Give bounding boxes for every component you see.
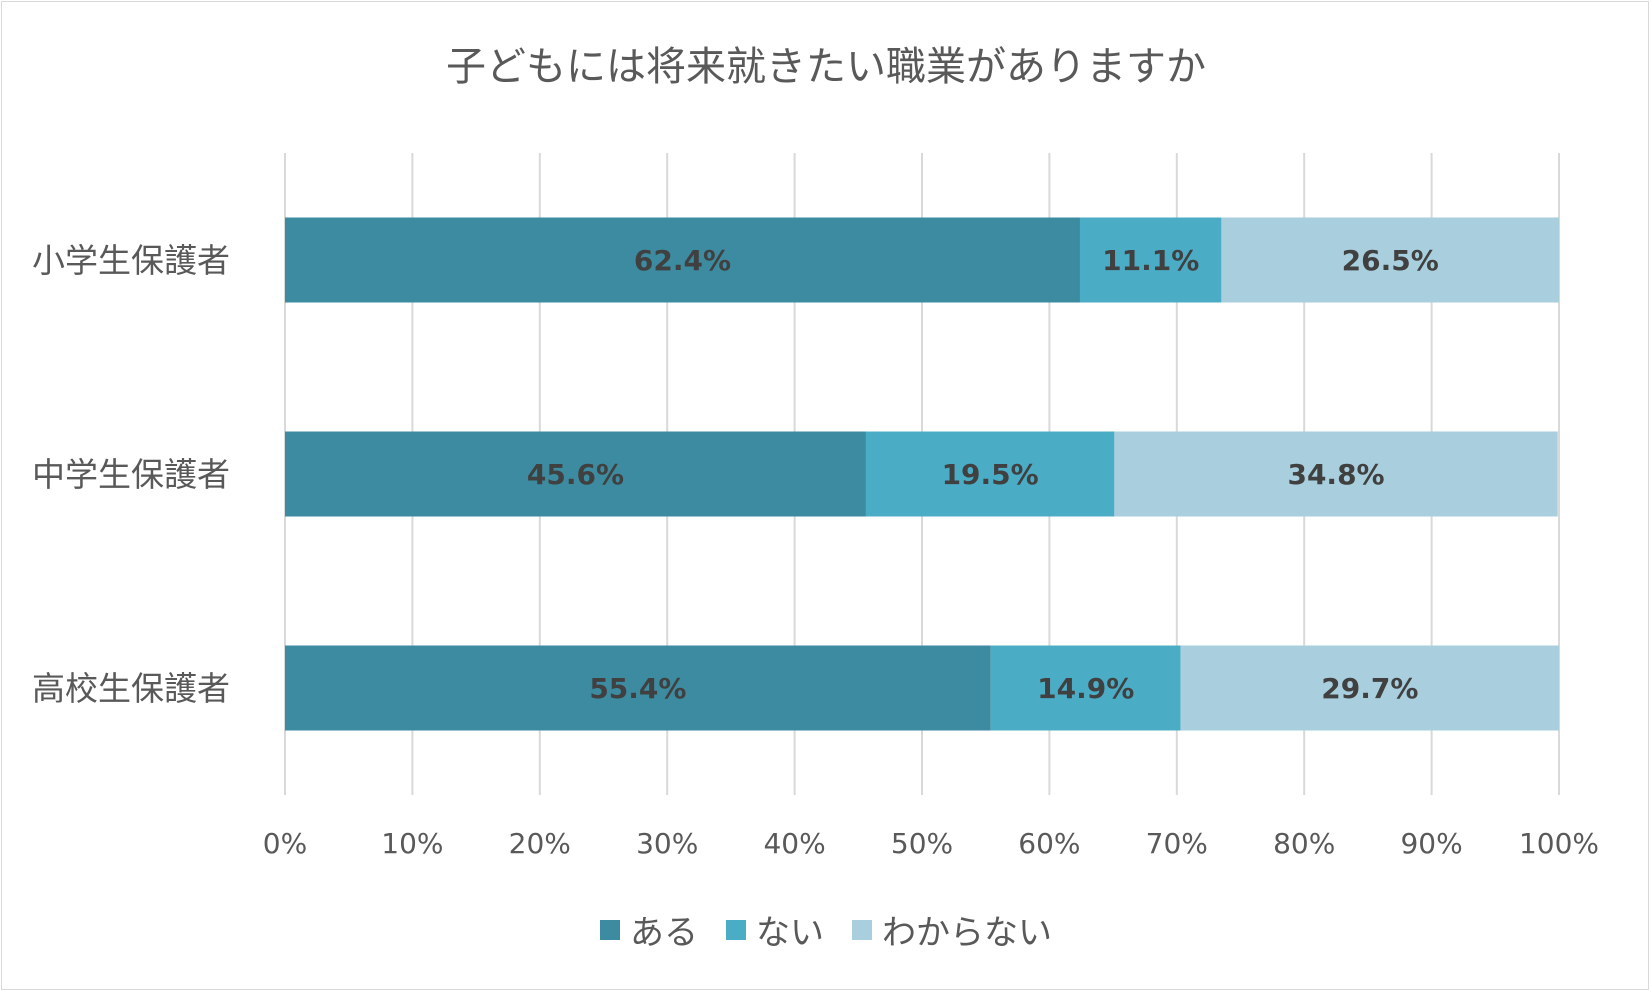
legend-swatch xyxy=(852,919,872,940)
x-tick-label: 100% xyxy=(1519,827,1599,860)
legend-label: ない xyxy=(756,913,824,953)
bar-segment-2 xyxy=(1221,217,1559,303)
bar-segment-0 xyxy=(285,217,1080,303)
bar-segment-2 xyxy=(1114,431,1558,517)
bar-segment-1 xyxy=(1079,217,1222,303)
x-tick-label: 60% xyxy=(1018,827,1080,860)
legend-label: ある xyxy=(630,913,698,953)
x-tick-label: 50% xyxy=(891,827,953,860)
data-label: 29.7% xyxy=(1321,672,1418,705)
x-tick-label: 10% xyxy=(381,827,443,860)
data-label: 26.5% xyxy=(1342,244,1439,277)
x-tick-label: 20% xyxy=(509,827,571,860)
category-label: 小学生保護者 xyxy=(32,241,230,280)
x-tick-label: 30% xyxy=(636,827,698,860)
chart-title: 子どもには将来就きたい職業がありますか xyxy=(446,44,1206,90)
x-tick-label: 70% xyxy=(1146,827,1208,860)
bar-segment-2 xyxy=(1180,645,1559,731)
data-label: 19.5% xyxy=(942,458,1039,491)
bar-segment-0 xyxy=(285,431,866,517)
x-tick-label: 0% xyxy=(263,827,307,860)
bar-segment-0 xyxy=(285,645,991,731)
x-tick-label: 90% xyxy=(1400,827,1462,860)
data-label: 55.4% xyxy=(589,672,686,705)
legend-item: わからない xyxy=(852,905,1052,954)
legend: ある ない わからない xyxy=(0,905,1652,954)
legend-swatch xyxy=(600,919,620,940)
legend-item: ない xyxy=(726,905,824,954)
category-label: 高校生保護者 xyxy=(32,669,230,708)
data-label: 45.6% xyxy=(527,458,624,491)
data-label: 11.1% xyxy=(1102,244,1199,277)
category-label: 中学生保護者 xyxy=(32,455,230,494)
data-label: 34.8% xyxy=(1287,458,1384,491)
x-tick-label: 80% xyxy=(1273,827,1335,860)
legend-label: わからない xyxy=(882,913,1052,953)
data-label: 62.4% xyxy=(634,244,731,277)
x-tick-label: 40% xyxy=(763,827,825,860)
legend-swatch xyxy=(726,919,746,940)
legend-item: ある xyxy=(600,905,698,954)
bar-segment-1 xyxy=(990,645,1181,731)
bar-segment-1 xyxy=(865,431,1115,517)
data-label: 14.9% xyxy=(1037,672,1134,705)
